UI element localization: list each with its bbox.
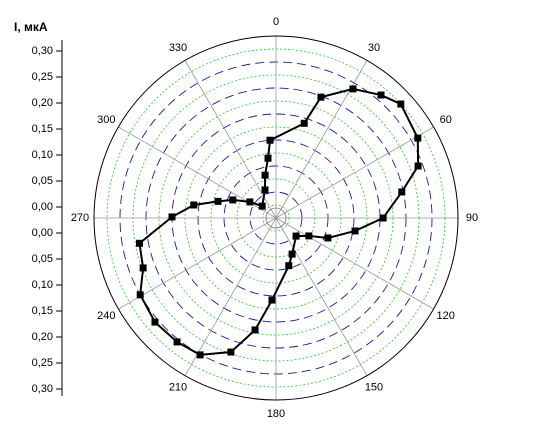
radial-tick-label: 0,05 (32, 253, 53, 265)
data-point (266, 136, 274, 144)
radial-tick-label: 0,15 (32, 123, 53, 135)
radial-tick-label: 0,25 (32, 71, 53, 83)
angle-tick-label: 90 (466, 212, 478, 224)
data-point (264, 154, 272, 162)
radial-tick-label: 0,20 (32, 97, 53, 109)
data-point (261, 171, 269, 179)
angle-tick-label: 0 (273, 16, 279, 28)
data-point (251, 326, 259, 334)
data-point (285, 262, 293, 270)
data-point (227, 348, 235, 356)
data-point (317, 93, 325, 101)
radial-tick-label: 0,20 (32, 331, 53, 343)
angle-spoke (275, 126, 434, 219)
data-point (379, 214, 387, 222)
data-point (136, 291, 144, 299)
angle-spoke (275, 217, 368, 376)
data-point (190, 201, 198, 209)
angle-tick-label: 240 (97, 310, 115, 322)
radial-tick-label: 0,30 (32, 45, 53, 57)
data-point (292, 232, 300, 240)
data-point (305, 232, 313, 240)
radial-tick-label: 0,25 (32, 357, 53, 369)
data-point (214, 197, 222, 205)
data-point (139, 264, 147, 272)
angle-tick-label: 120 (437, 310, 455, 322)
data-point (196, 351, 204, 359)
angle-tick-label: 210 (169, 382, 187, 394)
data-point (414, 134, 422, 142)
angle-tick-label: 150 (365, 382, 383, 394)
angle-tick-label: 60 (440, 114, 452, 126)
data-point (414, 162, 422, 170)
data-point (151, 318, 159, 326)
angle-spoke (118, 217, 277, 310)
axis-title: I, мкА (14, 20, 48, 34)
angle-spoke (184, 60, 277, 219)
radial-tick-label: 0,10 (32, 279, 53, 291)
data-point (300, 119, 308, 127)
data-point (246, 198, 254, 206)
data-point (258, 202, 266, 210)
radial-tick-label: 0,10 (32, 149, 53, 161)
data-point (351, 227, 359, 235)
data-point (229, 196, 237, 204)
data-point (349, 85, 357, 93)
data-point (377, 91, 385, 99)
data-point (324, 234, 332, 242)
data-point (168, 213, 176, 221)
angle-tick-label: 180 (267, 408, 285, 420)
data-point (173, 338, 181, 346)
angle-tick-label: 270 (71, 212, 89, 224)
radial-tick-label: 0,30 (32, 383, 53, 395)
radial-tick-label: 0,15 (32, 305, 53, 317)
angle-tick-label: 330 (169, 42, 187, 54)
data-point (397, 100, 405, 108)
radial-tick-label: 0,00 (32, 201, 53, 213)
angle-spoke (275, 60, 368, 219)
data-point (268, 296, 276, 304)
center-circle (265, 207, 287, 229)
radial-tick-label: 0,05 (32, 175, 53, 187)
data-point (288, 250, 296, 258)
data-point (261, 186, 269, 194)
angle-spoke (184, 217, 277, 376)
angle-tick-label: 300 (97, 114, 115, 126)
data-point (398, 188, 406, 196)
angle-tick-label: 30 (368, 42, 380, 54)
angle-spoke (275, 217, 434, 310)
outer-circle (93, 35, 459, 401)
data-point (135, 239, 143, 247)
radial-tick-label: 0,00 (32, 227, 53, 239)
